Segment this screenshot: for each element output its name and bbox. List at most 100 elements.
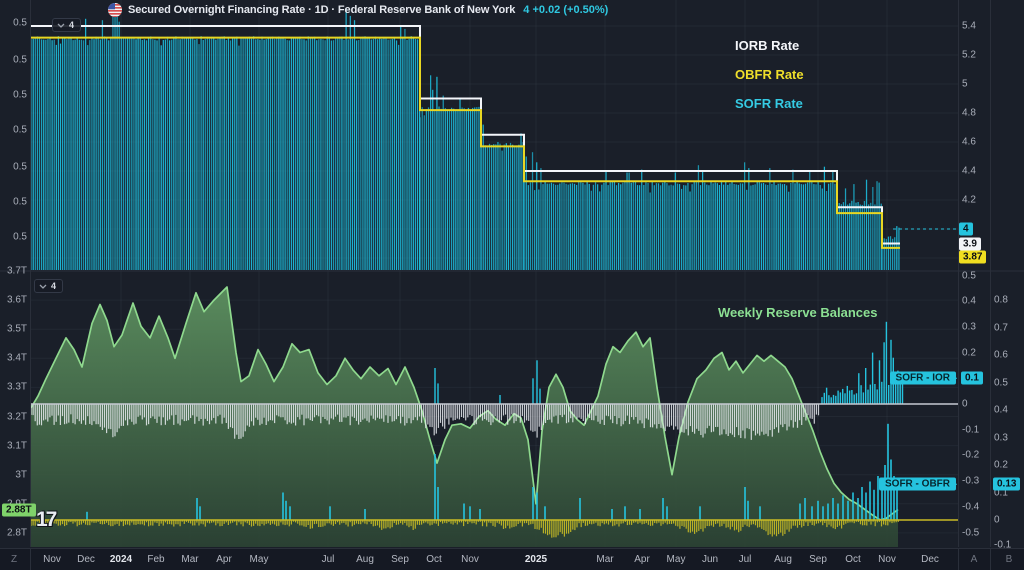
sofr-ior-neg-bar xyxy=(370,404,372,416)
sofr-bar xyxy=(844,188,847,270)
sofr-bar xyxy=(538,189,540,270)
sofr-bar xyxy=(870,202,872,270)
time-axis[interactable]: Z A B Nov Dec 2024 Feb Mar Apr May Jul Aug Sep Oct… xyxy=(0,548,1024,570)
symbol-header[interactable]: Secured Overnight Financing Rate · 1D · … xyxy=(108,3,608,17)
sofr-obfr-neg-bar xyxy=(70,520,72,522)
left-scale-letter[interactable]: Z xyxy=(10,554,18,565)
sofr-ior-recent-bar xyxy=(885,321,888,404)
sofr-obfr-neg-bar xyxy=(253,520,255,526)
date-tick-nov[interactable]: Nov xyxy=(43,554,61,565)
date-tick-2025[interactable]: 2025 xyxy=(524,554,548,565)
sofr-bar xyxy=(53,39,55,271)
sofr-obfr-neg-bar xyxy=(89,520,91,526)
sofr-obfr-neg-bar xyxy=(362,520,364,523)
sofr-obfr-neg-bar xyxy=(660,520,662,526)
date-tick-aug[interactable]: Aug xyxy=(356,554,374,565)
sofr-ior-neg-bar xyxy=(435,404,437,434)
sofr-obfr-neg-bar xyxy=(435,520,437,524)
sofr-ior-neg-bar xyxy=(498,404,500,423)
date-tick-dec[interactable]: Dec xyxy=(77,554,95,565)
date-tick-aug[interactable]: Aug xyxy=(774,554,792,565)
sofr-ior-neg-bar xyxy=(740,404,742,438)
sofr-obfr-neg-bar xyxy=(572,520,574,530)
sofr-ior-neg-bar xyxy=(328,404,330,425)
sofr-bar xyxy=(542,184,544,270)
scale-a-letter[interactable]: A xyxy=(970,554,978,565)
date-tick-feb[interactable]: Feb xyxy=(147,554,165,565)
date-tick-may[interactable]: May xyxy=(666,554,686,565)
sofr-obfr-neg-bar xyxy=(118,520,120,526)
sofr-ior-neg-bar xyxy=(484,404,486,419)
date-tick-apr[interactable]: Apr xyxy=(216,554,232,565)
sofr-ior-neg-bar xyxy=(519,404,521,423)
date-tick-sep[interactable]: Sep xyxy=(809,554,827,565)
sofr-ior-neg-bar xyxy=(192,404,194,416)
sofr-ior-neg-bar xyxy=(465,404,467,421)
sofr-ior-neg-bar xyxy=(763,404,765,435)
sofr-obfr-neg-bar xyxy=(868,520,870,522)
date-tick-oct[interactable]: Oct xyxy=(426,554,442,565)
sofr-ior-neg-bar xyxy=(620,404,622,427)
date-tick-mar[interactable]: Mar xyxy=(596,554,614,565)
sofr-obfr-neg-bar xyxy=(112,520,114,527)
sofr-obfr-neg-bar xyxy=(364,520,366,524)
sofr-obfr-neg-bar xyxy=(64,520,66,527)
sofr-ior-neg-bar xyxy=(439,404,442,423)
sofr-obfr-neg-bar xyxy=(784,520,786,534)
symbol-title[interactable]: Secured Overnight Financing Rate · 1D · … xyxy=(128,4,516,16)
sofr-obfr-neg-bar xyxy=(355,520,358,524)
date-tick-dec[interactable]: Dec xyxy=(921,554,939,565)
date-tick-apr[interactable]: Apr xyxy=(634,554,650,565)
date-tick-oct[interactable]: Oct xyxy=(845,554,861,565)
sofr-bar xyxy=(794,183,796,270)
date-tick-nov[interactable]: Nov xyxy=(461,554,479,565)
sofr-obfr-pos-spike xyxy=(759,506,761,521)
sofr-ior-neg-bar xyxy=(259,404,261,426)
sofr-obfr-neg-bar xyxy=(494,520,496,527)
tradingview-logo[interactable]: 17 xyxy=(36,508,57,531)
date-tick-sep[interactable]: Sep xyxy=(391,554,409,565)
sofr-ior-recent-bar xyxy=(835,395,837,404)
sofr-bar xyxy=(618,182,620,270)
sofr-obfr-neg-bar xyxy=(225,520,227,523)
sofr-bar xyxy=(328,37,330,270)
sofr-obfr-neg-bar xyxy=(177,520,179,525)
sofr-obfr-neg-bar xyxy=(36,520,38,522)
date-tick-mar[interactable]: Mar xyxy=(181,554,199,565)
sofr-bar xyxy=(769,168,771,270)
sofr-obfr-neg-bar xyxy=(729,520,731,530)
sofr-bar xyxy=(544,181,546,270)
sofr-bar xyxy=(557,184,559,270)
sofr-obfr-neg-bar xyxy=(404,520,406,523)
sofr-bar xyxy=(499,143,501,270)
sofr-bar xyxy=(215,39,217,271)
sofr-obfr-neg-bar xyxy=(601,520,603,524)
sofr-obfr-neg-bar xyxy=(782,520,784,536)
sofr-bar xyxy=(236,36,238,270)
sofr-obfr-neg-bar xyxy=(313,520,316,525)
right-scale-tick: 4.2 xyxy=(962,194,976,206)
sofr-bar xyxy=(771,184,773,270)
sofr-ior-neg-bar xyxy=(767,404,769,437)
sofr-obfr-neg-bar xyxy=(400,520,402,524)
scale-b-letter[interactable]: B xyxy=(1005,554,1013,565)
sofr-bar xyxy=(509,142,512,270)
bottom-pane-legend-toggle[interactable]: 4 xyxy=(34,279,64,293)
sofr-ior-neg-bar xyxy=(406,404,408,424)
sofr-ior-neg-bar xyxy=(355,404,358,421)
date-tick-jun[interactable]: Jun xyxy=(701,554,719,565)
toolbar-separator xyxy=(30,549,31,570)
sofr-bar xyxy=(358,40,360,270)
date-tick-nov[interactable]: Nov xyxy=(878,554,896,565)
sofr-bar xyxy=(840,204,842,270)
top-pane-legend-toggle[interactable]: 4 xyxy=(52,18,82,32)
date-tick-jul[interactable]: Jul xyxy=(738,554,752,565)
date-tick-may[interactable]: May xyxy=(249,554,269,565)
sofr-obfr-neg-bar xyxy=(465,520,467,522)
sofr-obfr-neg-bar xyxy=(219,520,221,527)
date-tick-2024[interactable]: 2024 xyxy=(109,554,133,565)
sofr-bar xyxy=(546,183,548,270)
sofr-obfr-neg-bar xyxy=(643,520,645,524)
date-tick-jul[interactable]: Jul xyxy=(321,554,335,565)
